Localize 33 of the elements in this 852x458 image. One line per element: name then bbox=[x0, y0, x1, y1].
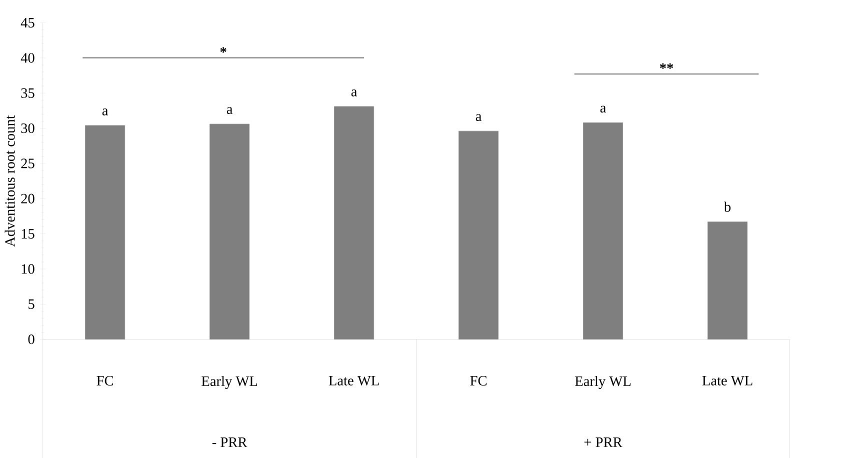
y-tick-label: 20 bbox=[21, 194, 34, 204]
y-tick-label: 30 bbox=[21, 123, 34, 133]
annotation: a bbox=[600, 106, 606, 112]
annotation: ** bbox=[660, 63, 674, 69]
text: + PRR bbox=[584, 437, 622, 447]
text: - PRR bbox=[212, 437, 248, 447]
bar bbox=[210, 124, 250, 340]
annotation: a bbox=[102, 108, 108, 116]
y-tick-label: 45 bbox=[20, 18, 34, 28]
y-tick-label: 10 bbox=[22, 264, 34, 274]
annotation: b bbox=[724, 202, 731, 212]
y-axis-title: Adventitous root count bbox=[4, 115, 15, 247]
bar bbox=[334, 106, 374, 340]
annotation: a bbox=[226, 106, 233, 114]
y-tick-label: 40 bbox=[20, 52, 34, 63]
x-tick-label: Late WL bbox=[702, 376, 752, 386]
x-tick-label: Early WL bbox=[202, 376, 258, 389]
annotation: * bbox=[220, 47, 226, 53]
annotation: a bbox=[476, 114, 482, 121]
x-tick-label: Late WL bbox=[328, 376, 379, 386]
x-tick-label: FC bbox=[470, 376, 486, 386]
y-tick-label: 5 bbox=[28, 299, 34, 309]
x-tick-label: FC bbox=[96, 376, 114, 386]
y-tick-label: 0 bbox=[28, 334, 34, 344]
bar bbox=[582, 122, 624, 340]
y-tick-label: 25 bbox=[21, 158, 34, 168]
annotation: a bbox=[351, 89, 358, 96]
bar bbox=[85, 125, 126, 340]
bar bbox=[707, 221, 748, 340]
x-tick-label: Early WL bbox=[575, 376, 631, 389]
y-tick-label: 15 bbox=[22, 228, 34, 238]
y-tick-label: 35 bbox=[21, 88, 34, 98]
bar bbox=[458, 130, 499, 340]
